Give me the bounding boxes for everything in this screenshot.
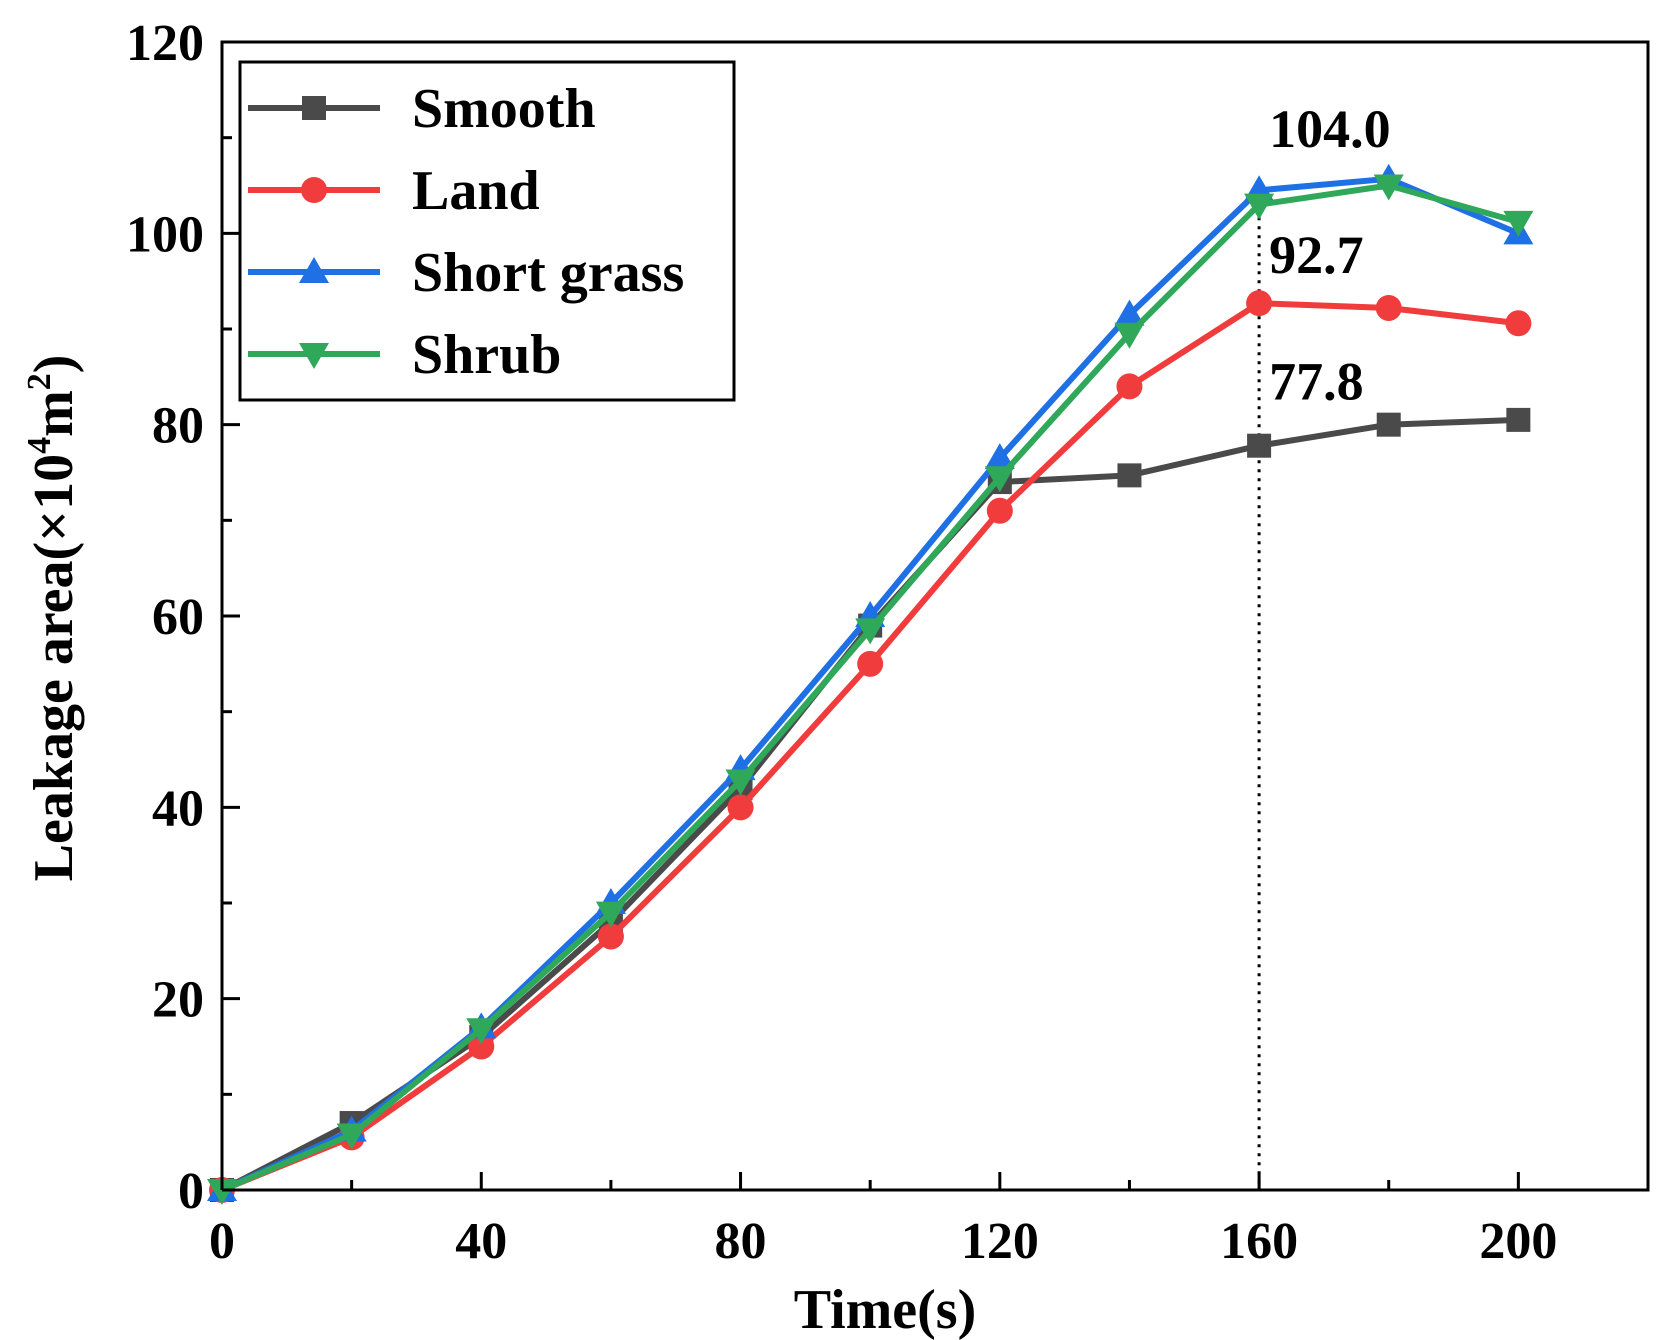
data-point-smooth <box>1376 412 1401 437</box>
x-tick-label: 160 <box>1220 1213 1298 1270</box>
legend-marker-smooth <box>302 96 326 120</box>
x-tick-label: 80 <box>715 1213 767 1270</box>
y-axis-title-main: Leakage area(×10 <box>23 454 85 881</box>
x-tick-label: 40 <box>455 1213 507 1270</box>
y-tick-label: 100 <box>126 206 204 263</box>
data-point-shrub <box>984 466 1015 493</box>
y-tick-label: 60 <box>152 589 204 646</box>
data-point-short-grass <box>984 443 1015 470</box>
data-point-shrub <box>855 618 886 645</box>
data-point-shrub <box>207 1179 237 1205</box>
data-point-land <box>468 1033 495 1060</box>
data-point-land <box>1116 373 1143 400</box>
data-point-land <box>986 497 1013 524</box>
data-point-smooth <box>1506 407 1531 432</box>
y-tick-label: 80 <box>152 398 204 455</box>
data-point-shrub <box>725 769 756 796</box>
data-point-shrub <box>1244 193 1275 220</box>
data-point-shrub <box>1114 322 1145 349</box>
data-point-land <box>1375 294 1402 321</box>
data-point-shrub <box>466 1018 497 1045</box>
series-line-smooth <box>220 416 1519 1193</box>
legend-label-land: Land <box>412 160 540 222</box>
series-land <box>209 290 1532 1203</box>
series-group <box>207 163 1534 1205</box>
data-point-land <box>597 923 624 950</box>
y-tick-label: 120 <box>126 15 204 72</box>
legend-label-short-grass: Short grass <box>412 242 684 304</box>
data-point-land <box>857 650 884 677</box>
legend-marker-short-grass <box>299 257 329 283</box>
annotation-label: 104.0 <box>1269 99 1391 159</box>
annotation-label: 92.7 <box>1269 225 1364 285</box>
data-point-shrub <box>1373 174 1404 201</box>
data-point-land <box>727 794 754 821</box>
data-point-smooth <box>1117 463 1142 488</box>
y-axis-title-close: ) <box>23 355 85 374</box>
y-tick-label: 0 <box>178 1163 204 1220</box>
legend-marker-shrub <box>299 343 329 369</box>
ticks-group: 0 40 80 120 160 200 0 20 40 60 80 100 120 <box>126 15 1650 1270</box>
x-tick-label: 120 <box>961 1213 1039 1270</box>
y-tick-label: 40 <box>152 780 204 837</box>
data-point-land <box>1246 290 1273 317</box>
data-point-smooth <box>1247 433 1272 458</box>
y-axis-title: Leakage area(×104m2) <box>21 355 85 882</box>
x-tick-label: 200 <box>1479 1213 1557 1270</box>
legend: Smooth Land Short grass Shrub <box>238 60 736 402</box>
data-point-shrub <box>1503 210 1534 237</box>
y-axis-title-sup2: 2 <box>21 373 58 390</box>
legend-label-smooth: Smooth <box>412 78 596 140</box>
data-point-short-grass <box>1114 299 1145 326</box>
legend-marker-land <box>301 177 327 203</box>
data-point-shrub <box>336 1123 367 1150</box>
x-axis-title: Time(s) <box>794 1279 977 1340</box>
y-axis-title-sup: 4 <box>21 437 58 454</box>
y-axis-title-unit: m <box>23 390 85 437</box>
legend-label-shrub: Shrub <box>412 324 561 386</box>
x-tick-label: 0 <box>209 1213 235 1270</box>
annotation-group: 104.0 92.7 77.8 <box>1269 99 1391 412</box>
annotation-label: 77.8 <box>1269 352 1364 412</box>
data-point-shrub <box>595 901 626 928</box>
data-point-land <box>1505 310 1532 337</box>
series-shrub <box>207 174 1534 1205</box>
y-tick-label: 20 <box>152 972 204 1029</box>
